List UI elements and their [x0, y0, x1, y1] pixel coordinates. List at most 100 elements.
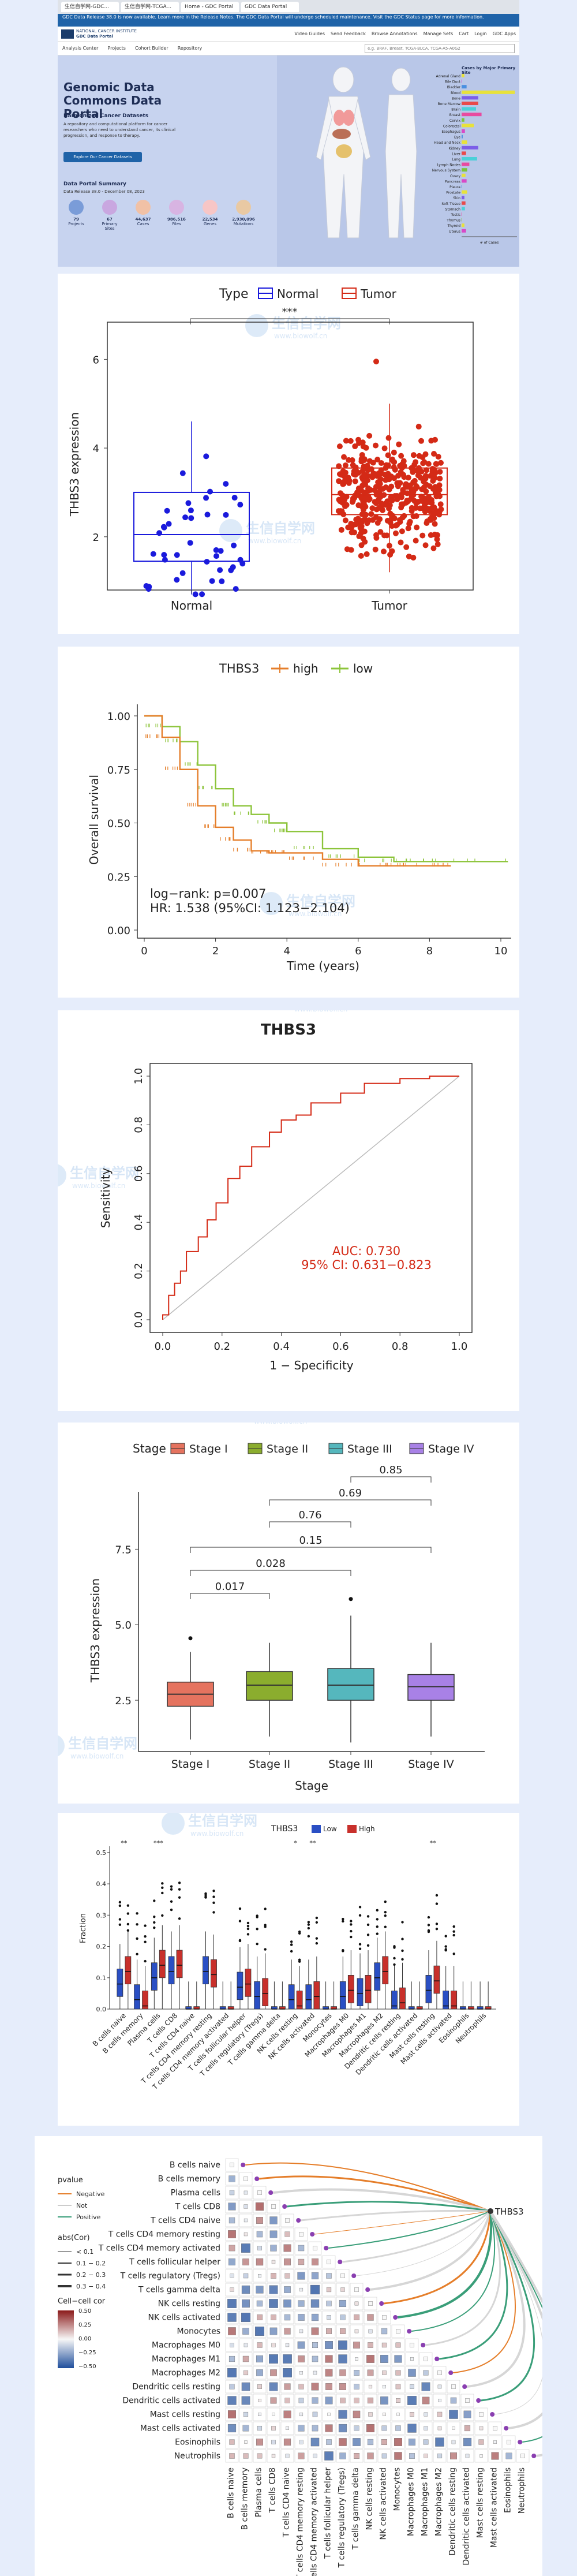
site-bar — [462, 113, 482, 117]
explore-button[interactable]: Explore Our Cancer Datasets — [63, 152, 142, 162]
corr-cell — [433, 2394, 447, 2407]
corr-cell — [364, 2338, 377, 2352]
data-point — [343, 502, 350, 508]
corr-cell — [322, 2394, 336, 2407]
nav-right-item[interactable]: Send Feedback — [331, 31, 366, 36]
corr-square — [424, 2454, 428, 2458]
data-point — [219, 578, 225, 584]
summary-stat: 2,930,096 Mutations — [231, 200, 256, 231]
nav-left-item[interactable]: Analysis Center — [62, 46, 99, 51]
corr-square — [270, 2397, 277, 2404]
data-point — [340, 511, 347, 517]
nav-right-item[interactable]: Manage Sets — [423, 31, 454, 36]
nav-right-item[interactable]: Cart — [459, 31, 469, 36]
x-axis-label: Stage — [295, 1779, 328, 1793]
row-label: Mast cells resting — [150, 2410, 220, 2419]
nav-right-item[interactable]: Browse Annotations — [371, 31, 418, 36]
legend-cell-tick: 0.00 — [78, 2336, 91, 2342]
browser-tab-2[interactable]: 生信自学网-TCGA... — [121, 2, 179, 12]
corr-square — [407, 2396, 417, 2405]
nav-left-item[interactable]: Repository — [177, 46, 203, 51]
y-tick-label: 0.4 — [133, 1214, 145, 1231]
gene-label: THBS3 — [494, 2207, 524, 2217]
data-point — [372, 546, 379, 552]
corr-cell — [294, 2310, 308, 2324]
box — [159, 1950, 166, 1978]
browser-tab-1[interactable]: 生信自学网-GDC... — [61, 2, 119, 12]
corr-square — [271, 2260, 276, 2264]
nci-logo[interactable] — [61, 29, 74, 39]
outlier-point — [246, 1927, 250, 1931]
auc-ci-label: 95% CI: 0.631−0.823 — [301, 1258, 432, 1272]
corr-square — [396, 2329, 400, 2334]
legend-cell-bar — [58, 2310, 74, 2368]
outlier-point — [307, 1923, 310, 1926]
stat-label: Mutations — [233, 222, 254, 226]
outlier-point — [366, 1944, 370, 1947]
corr-square — [242, 2328, 249, 2335]
outlier-point — [153, 1915, 156, 1918]
data-point — [361, 457, 368, 464]
chart2-card: 生信自学网 www.biowolf.cn THBS3 high low 0.00 0.25 0… — [58, 647, 519, 998]
nav-left-item[interactable]: Projects — [107, 46, 126, 51]
data-point — [188, 507, 194, 514]
site-label: Breast — [449, 113, 461, 117]
corr-cell — [225, 2324, 239, 2338]
column-label: T cells regulatory (Tregs) — [337, 2467, 346, 2568]
corr-cell — [350, 2394, 364, 2407]
node-dot — [282, 2204, 287, 2209]
data-point — [432, 466, 438, 473]
outlier-point — [264, 1907, 267, 1910]
column-label: Monocytes — [392, 2467, 402, 2511]
nav-right-item[interactable]: Video Guides — [294, 31, 325, 36]
corr-square — [299, 2329, 304, 2334]
data-point — [356, 440, 362, 446]
corr-square — [394, 2452, 402, 2460]
site-label: Lymph Nodes — [437, 163, 461, 167]
data-point — [403, 544, 410, 550]
corr-cell — [253, 2186, 267, 2200]
stat-value: 67 — [107, 217, 113, 222]
legend-abs-label: 0.1 − 0.2 — [76, 2260, 106, 2267]
data-point — [413, 459, 419, 465]
corr-cell — [267, 2241, 280, 2255]
corr-cell — [447, 2435, 460, 2449]
corr-cell — [460, 2435, 474, 2449]
nav-left-item[interactable]: Cohort Builder — [134, 46, 168, 51]
column-label: Eosinophils — [503, 2467, 512, 2513]
corr-cell — [239, 2186, 253, 2200]
site-label: Brain — [451, 108, 460, 112]
site-bar — [462, 223, 464, 227]
browser-tab-3[interactable]: Home - GDC Portal — [181, 2, 239, 12]
nav-right-item[interactable]: GDC Apps — [492, 31, 516, 36]
corr-cell — [419, 2421, 433, 2435]
data-point — [424, 520, 430, 526]
corr-square — [227, 2299, 237, 2308]
browser-tab-4[interactable]: GDC Data Portal — [241, 2, 299, 12]
nav-right-item[interactable]: Login — [474, 31, 487, 36]
quick-search-input[interactable] — [365, 43, 515, 53]
corr-cell — [391, 2421, 405, 2435]
corr-square — [438, 2399, 441, 2402]
corr-cell — [336, 2338, 350, 2352]
corr-cell — [280, 2283, 294, 2297]
corr-square — [408, 2369, 416, 2377]
anatomy-figure[interactable] — [306, 65, 381, 249]
site-axis-label: # of Cases — [480, 241, 499, 245]
site-bar — [462, 179, 467, 183]
corr-cell — [225, 2283, 239, 2297]
roc-curve — [162, 1076, 459, 1320]
data-point — [422, 451, 429, 457]
corr-square — [339, 2438, 347, 2446]
corr-square — [395, 2425, 401, 2431]
site-label: Bone — [452, 96, 461, 100]
corr-cell — [502, 2435, 516, 2449]
column-label: Macrophages M1 — [420, 2467, 429, 2536]
summary-stat: 44,637 Cases — [130, 200, 156, 231]
data-point — [187, 540, 193, 546]
outlier-point — [161, 1914, 164, 1917]
outlier-point — [435, 1927, 439, 1931]
outlier-point — [126, 1922, 130, 1926]
corr-cell — [280, 2435, 294, 2449]
